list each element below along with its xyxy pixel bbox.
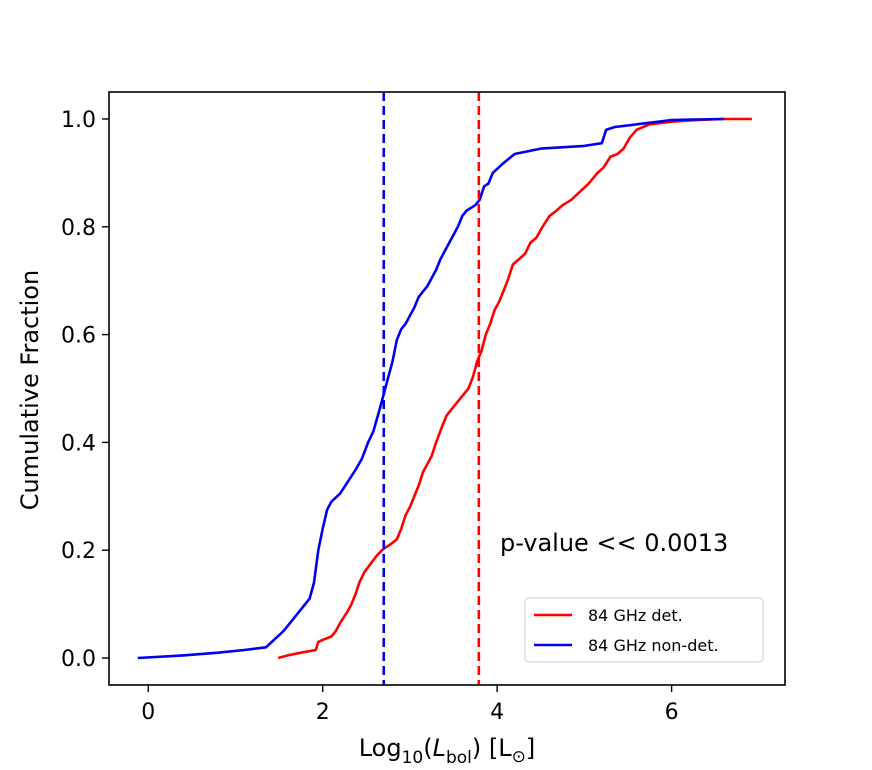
p-value-annotation: p-value << 0.0013 — [500, 529, 728, 557]
y-axis-title: Cumulative Fraction — [16, 270, 44, 510]
median-lines — [382, 92, 481, 685]
x-tick-label: 6 — [665, 700, 679, 725]
y-tick-label: 0.0 — [61, 647, 96, 672]
legend-label-non-det: 84 GHz non-det. — [588, 636, 719, 655]
series-line-non-det — [137, 117, 724, 660]
y-tick-label: 0.2 — [61, 539, 96, 564]
x-axis-title: Log10(Lbol) [L⊙] — [359, 734, 536, 768]
x-tick-label: 4 — [490, 700, 504, 725]
legend-label-det: 84 GHz det. — [588, 606, 683, 625]
series-line-det — [277, 117, 752, 660]
x-tick-label: 0 — [141, 700, 155, 725]
y-tick-label: 0.8 — [61, 216, 96, 241]
plot-frame — [108, 91, 786, 686]
y-tick-label: 0.4 — [61, 431, 96, 456]
y-tick-label: 0.6 — [61, 324, 96, 349]
y-tick-label: 1.0 — [61, 108, 96, 133]
series-layer — [137, 117, 752, 660]
y-axis-ticks: 0.0 0.2 0.4 0.6 0.8 1.0 — [61, 108, 109, 672]
legend: 84 GHz det. 84 GHz non-det. — [524, 597, 764, 663]
legend-box — [524, 597, 764, 663]
x-tick-label: 2 — [316, 700, 330, 725]
x-axis-ticks: 0 2 4 6 — [141, 685, 679, 725]
